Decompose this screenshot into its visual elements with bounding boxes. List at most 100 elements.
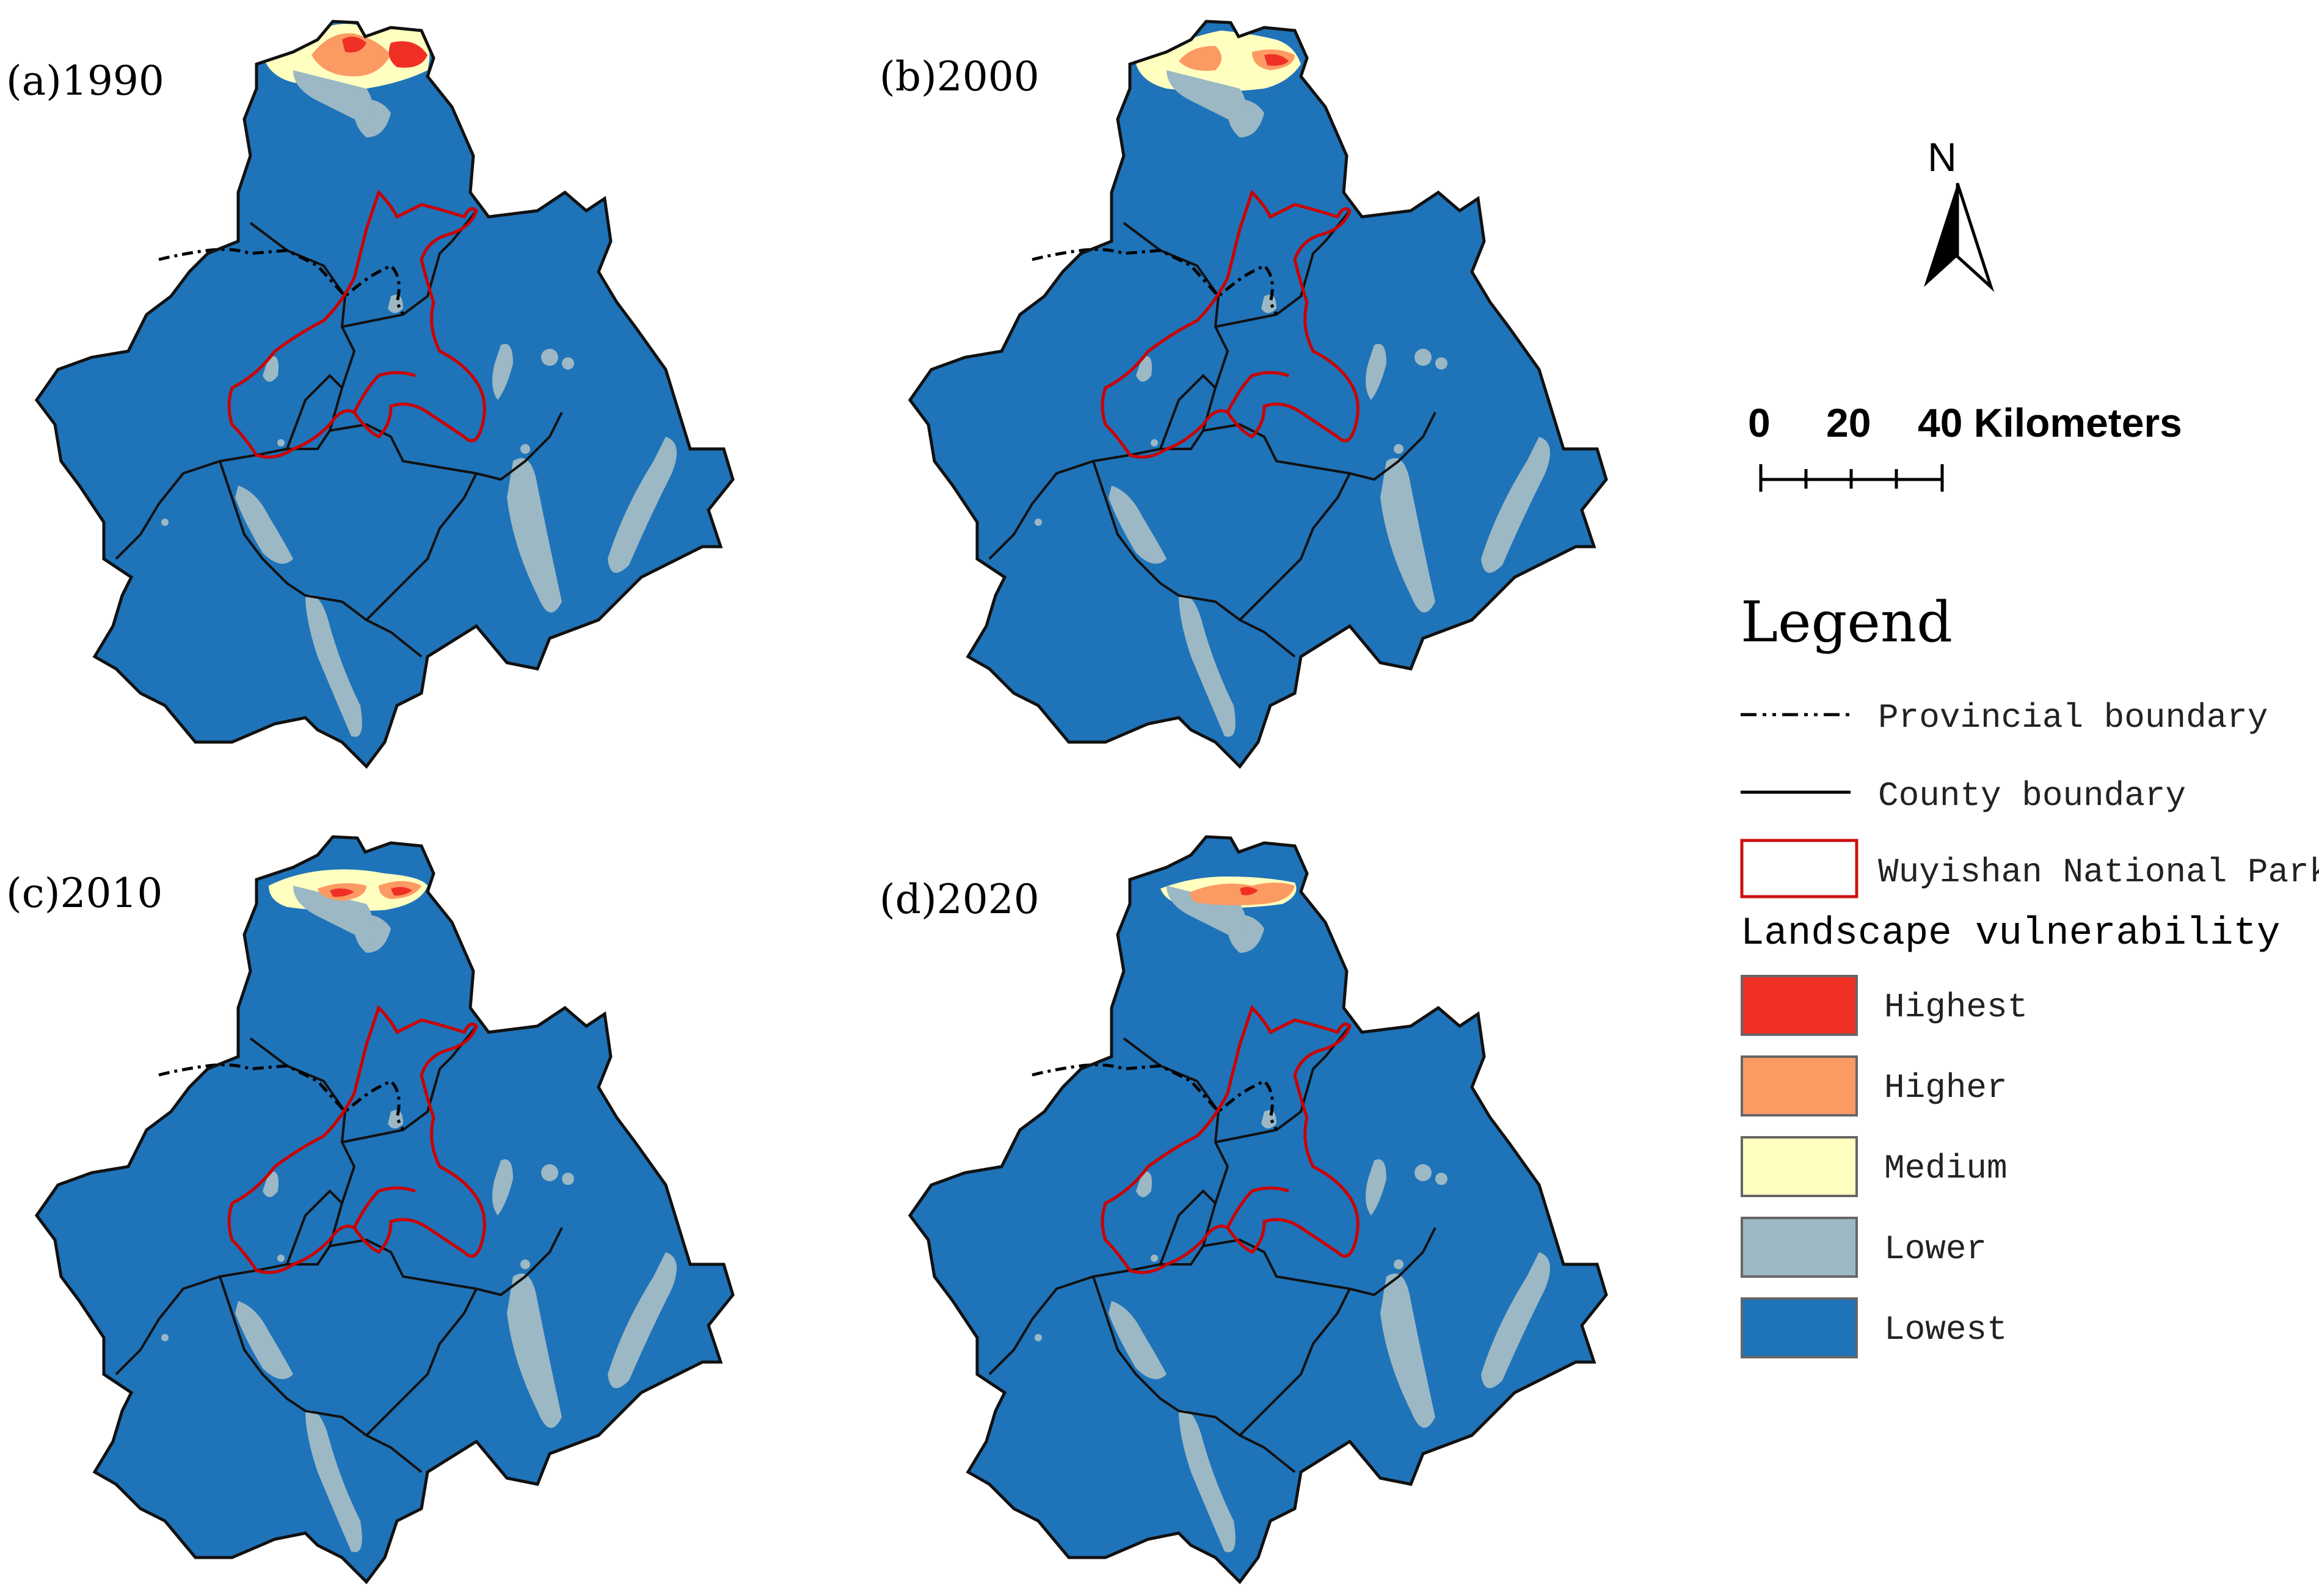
scale-tick-40: 40 Kilometers [1918,400,2182,445]
county-boundary-line [219,1276,423,1473]
national-park-outline [1101,1005,1360,1274]
lower-vulnerability-zone-north [293,886,373,941]
lower-vulnerability-zone [1380,458,1435,613]
scale-tick-20: 20 [1826,400,1871,445]
lower-vulnerability-spot [161,519,169,526]
legend-classes-title: Landscape vulnerability [1741,912,2280,956]
legend-class-label-lowest: Lowest [1884,1310,2008,1349]
scale-tick-0: 0 [1748,400,1771,445]
county-boundary-line [1092,1276,1296,1473]
lower-vulnerability-spot [1435,357,1447,370]
national-park-outline [1101,189,1360,459]
lower-vulnerability-zone [1261,1110,1276,1129]
county-boundary-line [329,412,563,481]
county-boundary-line [1092,461,1296,658]
county-boundary-line [1203,1227,1436,1297]
national-park-outline [227,1005,486,1274]
lower-vulnerability-zone [608,437,677,573]
lower-vulnerability-spot [277,1255,285,1262]
legend-swatch-lower [1741,1217,1858,1278]
lower-vulnerability-spot [161,1334,169,1341]
legend: Legend Provincial boundary County bounda… [1740,589,2319,1358]
north-arrow-right-half-icon [1956,183,1995,293]
vulnerability-surface [161,869,677,1553]
lower-vulnerability-zone [1481,1252,1550,1388]
legend-swatch-higher [1741,1055,1858,1117]
highest-vulnerability-zone [1240,887,1258,895]
panel-title-c: (c)2010 [6,870,162,917]
legend-national-park-label: Wuyishan National Park [1878,853,2319,892]
county-boundary-line [1203,412,1436,481]
lower-vulnerability-zone [1136,1171,1152,1197]
lower-vulnerability-spot [520,1259,530,1269]
lower-vulnerability-spot [1035,519,1042,526]
county-boundary-line [1215,210,1351,328]
north-arrow: N [1924,134,1995,293]
lower-vulnerability-spot [1435,1173,1447,1185]
county-boundary-line [1239,1288,1351,1437]
provincial-boundary-line [158,1063,405,1131]
lower-vulnerability-spot [277,439,285,446]
lower-vulnerability-zone [1109,1301,1167,1379]
county-boundary-line [1239,473,1351,621]
legend-class-label-lower: Lower [1884,1230,1987,1269]
higher-vulnerability-zone [311,33,391,76]
county-boundary-line [1159,374,1217,450]
county-boundary-line [329,1227,563,1297]
map-panel-2000 [910,21,1606,767]
county-boundary-line [286,1189,343,1265]
lower-vulnerability-zone-north [1167,886,1246,941]
panel-title-d: (d)2020 [879,876,1039,923]
higher-vulnerability-zone [1179,46,1295,71]
county-boundary-line [115,222,356,560]
lower-vulnerability-zone [492,344,513,400]
county-boundary-line [341,1025,478,1143]
region-fill-lowest [37,837,733,1582]
scale-bar-line [1759,464,1944,492]
lower-vulnerability-zone [263,356,278,382]
lower-vulnerability-zone [1366,344,1386,400]
highest-vulnerability-zone [391,887,412,896]
lower-vulnerability-spot [562,1173,574,1185]
provincial-boundary-line [1032,247,1278,316]
lower-vulnerability-spot [562,357,574,370]
lower-vulnerability-zone [1261,294,1276,313]
map-panel-2010 [37,837,733,1582]
lower-vulnerability-spot [1151,439,1158,446]
county-boundary-line [1215,1025,1351,1143]
county-boundary-line [341,210,478,328]
lower-vulnerability-spot [520,444,530,454]
county-boundary-line [219,461,423,658]
map-panel-2020 [910,837,1606,1582]
lower-vulnerability-zone [235,1301,293,1379]
vulnerability-surface [1035,876,1550,1553]
legend-class-label-higher: Higher [1884,1068,2008,1107]
lower-vulnerability-spot [1414,1164,1432,1181]
north-arrow-left-half-icon [1924,183,1957,287]
lower-vulnerability-spot [1394,1259,1403,1269]
lower-vulnerability-zone-north [293,70,373,125]
region-fill-lowest [37,21,733,767]
lower-vulnerability-zone [507,458,562,613]
lower-vulnerability-zone [1109,486,1167,564]
lower-vulnerability-zone [1179,594,1236,737]
lower-vulnerability-zone [263,1171,278,1197]
panel-title-b: (b)2000 [879,53,1039,100]
lower-vulnerability-zone [305,1410,362,1553]
lower-vulnerability-zone [1136,356,1152,382]
provincial-boundary-line [158,247,405,316]
legend-class-label-highest: Highest [1884,988,2028,1027]
lower-vulnerability-zone [1179,1410,1236,1553]
panel-title-a: (a)1990 [6,57,164,104]
lower-vulnerability-zone [388,294,403,313]
lower-vulnerability-zone [305,594,362,737]
county-boundary-line [988,222,1229,560]
county-boundary-line [365,1288,478,1437]
lower-vulnerability-spot [1151,1255,1158,1262]
highest-vulnerability-zone [330,888,354,897]
region-fill-lowest [910,21,1606,767]
legend-swatch-lowest [1741,1297,1858,1358]
legend-county-boundary-label: County boundary [1878,776,2186,815]
lower-vulnerability-zone [507,1274,562,1428]
